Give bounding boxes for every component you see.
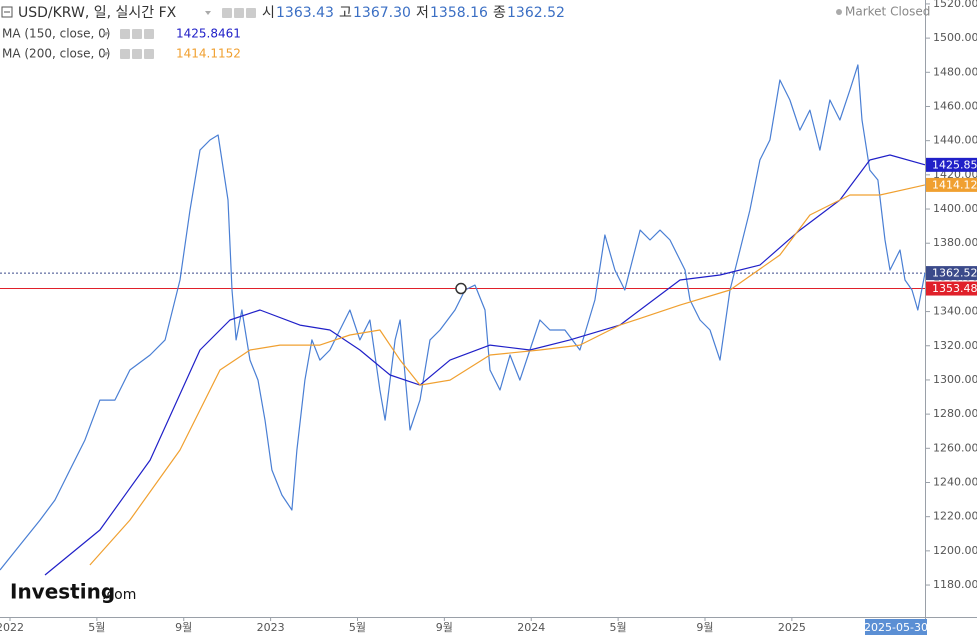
- y-tick-label: 1200.00: [933, 544, 977, 557]
- logo-suffix: .com: [102, 587, 136, 603]
- price-box-label: 1425.85: [932, 158, 977, 171]
- ohlc-value: 1362.52: [507, 5, 565, 21]
- price-box: [926, 157, 977, 172]
- settings-icon: [144, 49, 154, 59]
- series-line: [89, 184, 926, 566]
- x-current-label: 2025-05-30: [864, 621, 928, 634]
- x-tick-label: 5월: [88, 621, 105, 634]
- x-tick-label: 5월: [349, 621, 366, 634]
- ohlc-key: 고: [339, 5, 352, 21]
- x-tick-label: 2024: [517, 621, 545, 634]
- y-tick-label: 1180.00: [933, 578, 977, 591]
- y-tick-label: 1520.00: [933, 0, 977, 10]
- ma-legend-name: MA (150, close, 0): [2, 27, 110, 41]
- ohlc-value: 1367.30: [353, 5, 411, 21]
- x-tick-label: 2023: [257, 621, 285, 634]
- dropdown-arrow: [205, 11, 211, 15]
- y-tick-label: 1320.00: [933, 339, 977, 352]
- symbol-title: USD/KRW, 일, 실시간 FX: [18, 5, 177, 21]
- x-tick-label: 2025: [778, 621, 806, 634]
- price-box-label: 1362.52: [932, 267, 977, 280]
- y-tick-label: 1480.00: [933, 65, 977, 78]
- ohlc-key: 저: [416, 5, 429, 21]
- settings-icon: [234, 8, 244, 18]
- ohlc-value: 1363.43: [276, 5, 334, 21]
- status-dot: [836, 9, 842, 15]
- price-box: [926, 177, 977, 192]
- ma-legend-value: 1425.8461: [176, 27, 241, 41]
- collapse-icon: [1, 6, 13, 18]
- price-box-label: 1353.48: [932, 282, 977, 295]
- y-tick-label: 1240.00: [933, 475, 977, 488]
- settings-icon: [246, 8, 256, 18]
- price-box: [926, 281, 977, 296]
- y-tick-label: 1260.00: [933, 441, 977, 454]
- x-tick-label: 9월: [436, 621, 453, 634]
- crosshair-marker: [455, 282, 467, 295]
- settings-icon: [132, 29, 142, 39]
- y-tick-label: 1380.00: [933, 236, 977, 249]
- y-tick-label: 1220.00: [933, 510, 977, 523]
- price-box: [926, 266, 977, 281]
- dropdown-arrow: [103, 52, 109, 56]
- x-tick-label: 2022: [0, 621, 24, 634]
- settings-icon: [120, 49, 130, 59]
- y-tick-label: 1460.00: [933, 99, 977, 112]
- y-tick-label: 1280.00: [933, 407, 977, 420]
- dropdown-arrow: [103, 32, 109, 36]
- ma-legend-value: 1414.1152: [176, 47, 241, 61]
- series-line: [44, 154, 926, 576]
- x-tick-label: 5월: [610, 621, 627, 634]
- x-current-box: [865, 619, 927, 635]
- y-tick-label: 1400.00: [933, 202, 977, 215]
- ohlc-key: 시: [262, 5, 275, 21]
- series-line: [0, 64, 926, 571]
- y-tick-label: 1500.00: [933, 31, 977, 44]
- ohlc-value: 1358.16: [430, 5, 488, 21]
- ma-legend-name: MA (200, close, 0): [2, 47, 110, 61]
- logo-main: Investing: [10, 580, 115, 604]
- price-box-label: 1414.12: [932, 178, 977, 191]
- ohlc-key: 종: [493, 5, 506, 21]
- y-tick-label: 1340.00: [933, 305, 977, 318]
- y-tick-label: 1440.00: [933, 134, 977, 147]
- x-tick-label: 9월: [175, 621, 192, 634]
- market-status: Market Closed: [845, 5, 930, 19]
- settings-icon: [132, 49, 142, 59]
- x-tick-label: 9월: [696, 621, 713, 634]
- settings-icon: [222, 8, 232, 18]
- y-tick-label: 1300.00: [933, 373, 977, 386]
- settings-icon: [144, 29, 154, 39]
- settings-icon: [120, 29, 130, 39]
